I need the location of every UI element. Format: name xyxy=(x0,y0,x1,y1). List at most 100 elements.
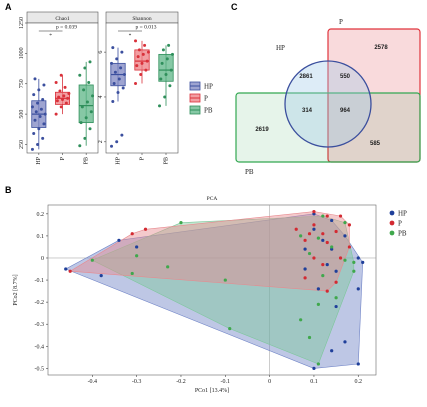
data-point xyxy=(90,258,94,262)
data-point xyxy=(146,50,150,54)
data-point xyxy=(343,221,347,225)
x-tick-label: 0.2 xyxy=(355,379,363,385)
y-tick-label: 0.1 xyxy=(37,234,45,240)
data-point xyxy=(78,144,82,148)
p-value: p = 0.013 xyxy=(136,25,157,31)
data-point xyxy=(167,43,171,47)
sig-star: * xyxy=(49,33,52,39)
data-point xyxy=(299,318,303,322)
data-point xyxy=(334,296,338,300)
box xyxy=(78,84,94,124)
data-point xyxy=(347,245,352,249)
region-count: 585 xyxy=(370,141,381,147)
data-point xyxy=(61,98,64,102)
data-point xyxy=(334,269,338,273)
data-point xyxy=(34,110,38,114)
data-point xyxy=(356,287,360,291)
data-point xyxy=(312,256,316,260)
data-point xyxy=(361,260,365,265)
data-point xyxy=(347,223,352,227)
data-point xyxy=(32,93,36,97)
data-point xyxy=(135,64,139,68)
y-tick-label: 0 xyxy=(41,256,44,262)
data-point xyxy=(30,147,34,151)
data-point xyxy=(145,59,149,63)
letter-b: B xyxy=(5,185,12,195)
y-tick-label: -0.3 xyxy=(35,322,45,328)
y-tick-label: 500 xyxy=(19,110,25,119)
data-point xyxy=(59,105,63,109)
y-tick-label: 2 xyxy=(98,140,104,143)
y-tick-label: 250 xyxy=(19,140,25,149)
data-point xyxy=(299,234,303,238)
data-point xyxy=(321,274,325,278)
data-point xyxy=(111,99,115,103)
x-tick-label: P xyxy=(139,156,145,160)
data-point xyxy=(41,98,45,102)
facet-title: Chao1 xyxy=(55,16,70,22)
data-point xyxy=(130,232,134,236)
data-point xyxy=(64,101,68,105)
data-point xyxy=(330,245,334,249)
data-point xyxy=(307,232,312,236)
set-hp-region xyxy=(284,60,372,148)
data-point xyxy=(330,218,334,223)
data-point xyxy=(168,84,172,88)
data-point xyxy=(135,254,139,258)
x-tick-label: -0.2 xyxy=(176,379,186,385)
y-tick-label: 4 xyxy=(98,95,104,98)
data-point xyxy=(117,77,121,81)
data-point xyxy=(294,227,298,231)
x-tick-label: HP xyxy=(36,156,42,164)
chart-title: PCA xyxy=(207,196,218,202)
data-point xyxy=(161,48,165,52)
letter-c: C xyxy=(231,2,238,12)
data-point xyxy=(163,95,167,99)
data-point xyxy=(112,82,116,86)
region-count: 314 xyxy=(302,108,313,114)
set-label-hp: HP xyxy=(276,44,285,52)
data-point xyxy=(38,115,42,119)
data-point xyxy=(303,238,307,242)
box xyxy=(158,53,174,82)
letter-a: A xyxy=(5,2,12,12)
data-point xyxy=(164,73,168,77)
data-point xyxy=(165,57,169,61)
x-tick-label: PB xyxy=(163,157,169,164)
p-value: p = 0.039 xyxy=(56,25,77,31)
data-point xyxy=(325,289,329,293)
data-point xyxy=(91,94,95,98)
y-tick-label: 6 xyxy=(98,51,104,54)
data-point xyxy=(39,107,43,111)
data-point xyxy=(334,304,338,309)
data-point xyxy=(33,77,37,81)
region-count: 550 xyxy=(340,74,351,80)
data-point xyxy=(136,55,140,59)
data-point xyxy=(37,127,41,131)
data-point xyxy=(330,247,334,251)
data-point xyxy=(79,121,83,125)
hull-P xyxy=(69,211,350,292)
x-tick-label: 0 xyxy=(268,379,271,385)
data-point xyxy=(312,227,316,231)
data-point xyxy=(88,60,92,64)
data-point xyxy=(43,112,47,116)
legend-marker xyxy=(389,210,395,216)
data-point xyxy=(141,52,145,56)
legend-label: PB xyxy=(398,230,407,238)
region-count: 2861 xyxy=(299,74,313,80)
data-point xyxy=(312,366,316,370)
data-point xyxy=(113,70,117,74)
data-point xyxy=(160,61,164,65)
data-point xyxy=(307,251,312,256)
y-tick-label: 1250 xyxy=(19,17,25,29)
data-point xyxy=(343,340,347,344)
data-point xyxy=(316,236,320,240)
data-point xyxy=(88,127,92,131)
x-tick-label: 0.1 xyxy=(310,379,318,385)
data-point xyxy=(116,90,120,94)
data-point xyxy=(119,66,123,70)
data-point xyxy=(59,73,63,77)
data-point xyxy=(33,118,37,122)
